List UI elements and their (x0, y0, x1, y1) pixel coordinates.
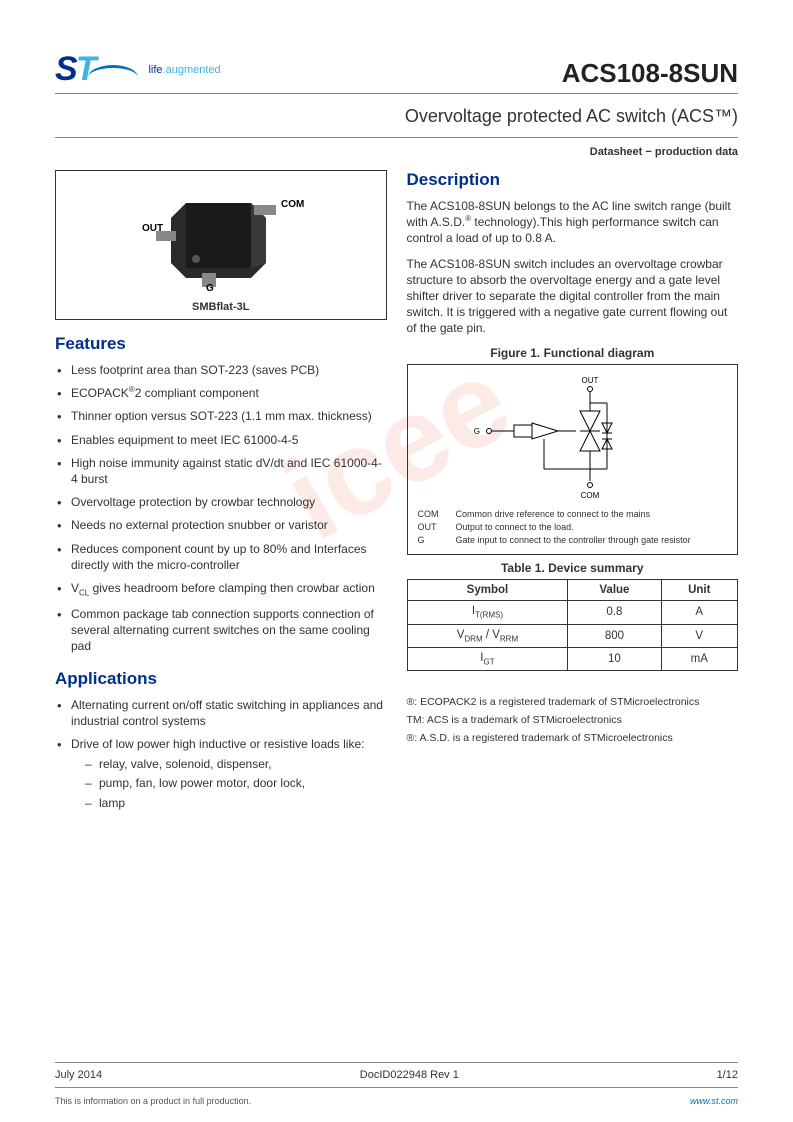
application-subitem: pump, fan, low power motor, door lock, (85, 775, 387, 791)
pin-out-label: OUT (142, 223, 163, 234)
part-number: ACS108-8SUN (562, 58, 738, 89)
application-subitem: lamp (85, 795, 387, 811)
package-figure: COM OUT G SMBflat-3L (55, 170, 387, 320)
footer-page: 1/12 (717, 1069, 738, 1081)
feature-item: Overvoltage protection by crowbar techno… (55, 494, 387, 510)
svg-text:COM: COM (581, 491, 600, 500)
functional-diagram-icon: OUT COM (462, 373, 682, 503)
st-logo: ST life.augmented (55, 50, 221, 89)
logo-swoosh-icon (88, 65, 138, 85)
feature-item: High noise immunity against static dV/dt… (55, 455, 387, 487)
feature-item: Less footprint area than SOT-223 (saves … (55, 362, 387, 378)
table1-title: Table 1. Device summary (407, 561, 739, 575)
table-row: IT(RMS) 0.8 A (407, 601, 738, 624)
svg-text:G: G (474, 427, 480, 436)
application-item: Drive of low power high inductive or res… (55, 736, 387, 811)
feature-item: Common package tab connection supports c… (55, 606, 387, 655)
table-row: IGT 10 mA (407, 647, 738, 670)
feature-item: Enables equipment to meet IEC 61000-4-5 (55, 432, 387, 448)
pin-g-label: G (206, 283, 214, 293)
doc-meta: Datasheet − production data (55, 146, 738, 158)
application-item: Alternating current on/off static switch… (55, 697, 387, 729)
page-subfooter: This is information on a product in full… (55, 1096, 738, 1106)
feature-item: Reduces component count by up to 80% and… (55, 541, 387, 573)
page-footer: July 2014 DocID022948 Rev 1 1/12 (55, 1062, 738, 1088)
features-heading: Features (55, 334, 387, 354)
feature-item: ECOPACK®2 compliant component (55, 385, 387, 401)
production-note: This is information on a product in full… (55, 1096, 251, 1106)
table-header-row: Symbol Value Unit (407, 580, 738, 601)
description-heading: Description (407, 170, 739, 190)
table-row: VDRM / VRRM 800 V (407, 624, 738, 647)
pin-com-label: COM (281, 199, 304, 210)
features-list: Less footprint area than SOT-223 (saves … (55, 362, 387, 655)
footer-docid: DocID022948 Rev 1 (360, 1069, 459, 1081)
application-subitem: relay, valve, solenoid, dispenser, (85, 756, 387, 772)
feature-item: Needs no external protection snubber or … (55, 517, 387, 533)
package-icon: COM OUT G (136, 183, 306, 293)
svg-text:OUT: OUT (582, 376, 599, 385)
figure1-box: OUT COM (407, 364, 739, 556)
trademark-notes: ®: ECOPACK2 is a registered trademark of… (407, 695, 739, 745)
feature-item: VCL gives headroom before clamping then … (55, 580, 387, 599)
package-name: SMBflat-3L (66, 301, 376, 313)
footer-date: July 2014 (55, 1069, 102, 1081)
device-summary-table: Symbol Value Unit IT(RMS) 0.8 A VDRM / V… (407, 579, 739, 671)
figure1-title: Figure 1. Functional diagram (407, 346, 739, 360)
figure1-legend: COMCommon drive reference to connect to … (418, 509, 728, 547)
footer-url: www.st.com (690, 1096, 738, 1106)
applications-list: Alternating current on/off static switch… (55, 697, 387, 811)
applications-heading: Applications (55, 669, 387, 689)
description-text: The ACS108-8SUN belongs to the AC line s… (407, 198, 739, 337)
header-bar: ST life.augmented ACS108-8SUN (55, 50, 738, 94)
subtitle: Overvoltage protected AC switch (ACS™) (55, 98, 738, 138)
feature-item: Thinner option versus SOT-223 (1.1 mm ma… (55, 408, 387, 424)
